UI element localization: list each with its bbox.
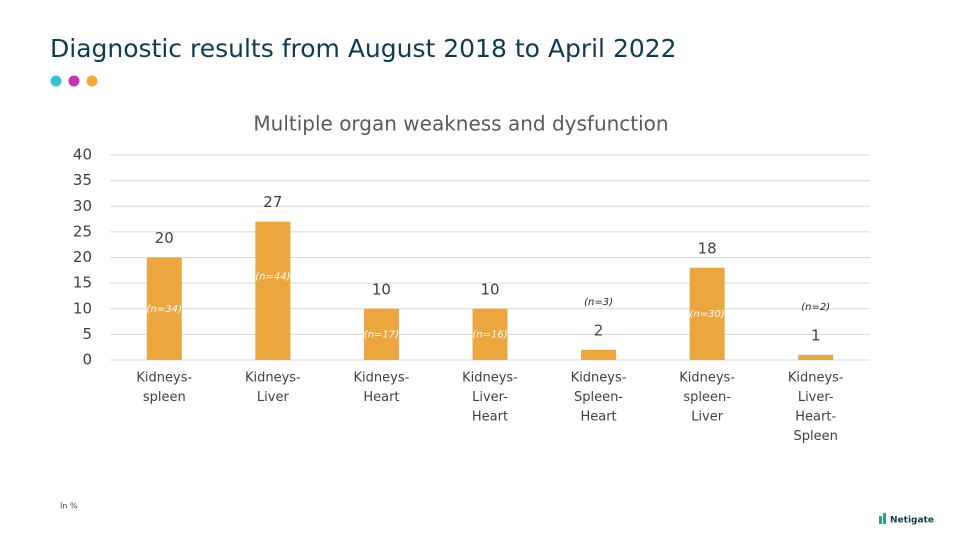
x-tick-label: Kidneys- — [462, 371, 518, 386]
bar — [363, 308, 399, 360]
annotation: (n=30) — [690, 309, 725, 320]
x-tick-label: Kidneys- — [679, 371, 735, 386]
x-tick-label: Spleen — [794, 429, 838, 444]
decor-dot — [50, 75, 62, 87]
annotation: (n=2) — [801, 302, 830, 313]
x-tick-label: Liver — [691, 410, 724, 425]
annotation: (n=17) — [364, 329, 399, 340]
value-label: 10 — [372, 280, 391, 298]
y-tick-label: 30 — [73, 197, 92, 215]
x-tick-label: Heart — [472, 410, 508, 425]
x-tick-label: Heart- — [795, 410, 836, 425]
decor-dot — [86, 75, 98, 87]
chart-title: Multiple organ weakness and dysfunction — [253, 112, 668, 136]
value-label: 18 — [698, 239, 717, 257]
y-tick-label: 20 — [73, 248, 92, 266]
y-tick-label: 10 — [73, 299, 92, 317]
annotation: (n=3) — [584, 297, 613, 308]
y-tick-label: 35 — [73, 171, 92, 189]
bar — [146, 257, 182, 360]
value-label: 1 — [811, 326, 821, 344]
annotation: (n=16) — [472, 329, 507, 340]
y-tick-label: 15 — [73, 274, 92, 292]
decor-dot — [68, 75, 80, 87]
value-label: 27 — [263, 193, 282, 211]
x-tick-label: Kidneys- — [354, 371, 410, 386]
x-tick-label: Heart — [363, 390, 399, 405]
x-tick-label: spleen — [143, 390, 186, 405]
bar — [472, 308, 508, 360]
bar — [255, 221, 291, 360]
value-label: 2 — [594, 321, 604, 339]
x-tick-label: spleen- — [683, 390, 731, 405]
logo-icon — [883, 513, 886, 524]
slide-title: Diagnostic results from August 2018 to A… — [50, 34, 677, 63]
value-label: 20 — [155, 229, 174, 247]
y-tick-label: 5 — [82, 325, 92, 343]
x-tick-label: Kidneys- — [571, 371, 627, 386]
y-tick-label: 0 — [82, 351, 92, 369]
value-label: 10 — [480, 280, 499, 298]
x-tick-label: Heart — [580, 410, 616, 425]
x-tick-label: Kidneys- — [136, 371, 192, 386]
x-tick-label: Liver — [257, 390, 290, 405]
logo-icon — [879, 516, 882, 524]
bar — [798, 354, 834, 360]
x-tick-label: Kidneys- — [245, 371, 301, 386]
bar — [581, 349, 617, 360]
annotation: (n=34) — [147, 304, 182, 315]
annotation: (n=44) — [255, 272, 290, 283]
x-tick-label: Kidneys- — [788, 371, 844, 386]
x-tick-label: Liver- — [472, 390, 508, 405]
footnote: In % — [60, 502, 78, 511]
y-tick-label: 40 — [73, 146, 92, 164]
x-tick-label: Liver- — [798, 390, 834, 405]
bar — [689, 267, 725, 360]
y-tick-label: 25 — [73, 222, 92, 240]
x-tick-label: Spleen- — [574, 390, 623, 405]
logo: Netigate — [890, 516, 934, 526]
